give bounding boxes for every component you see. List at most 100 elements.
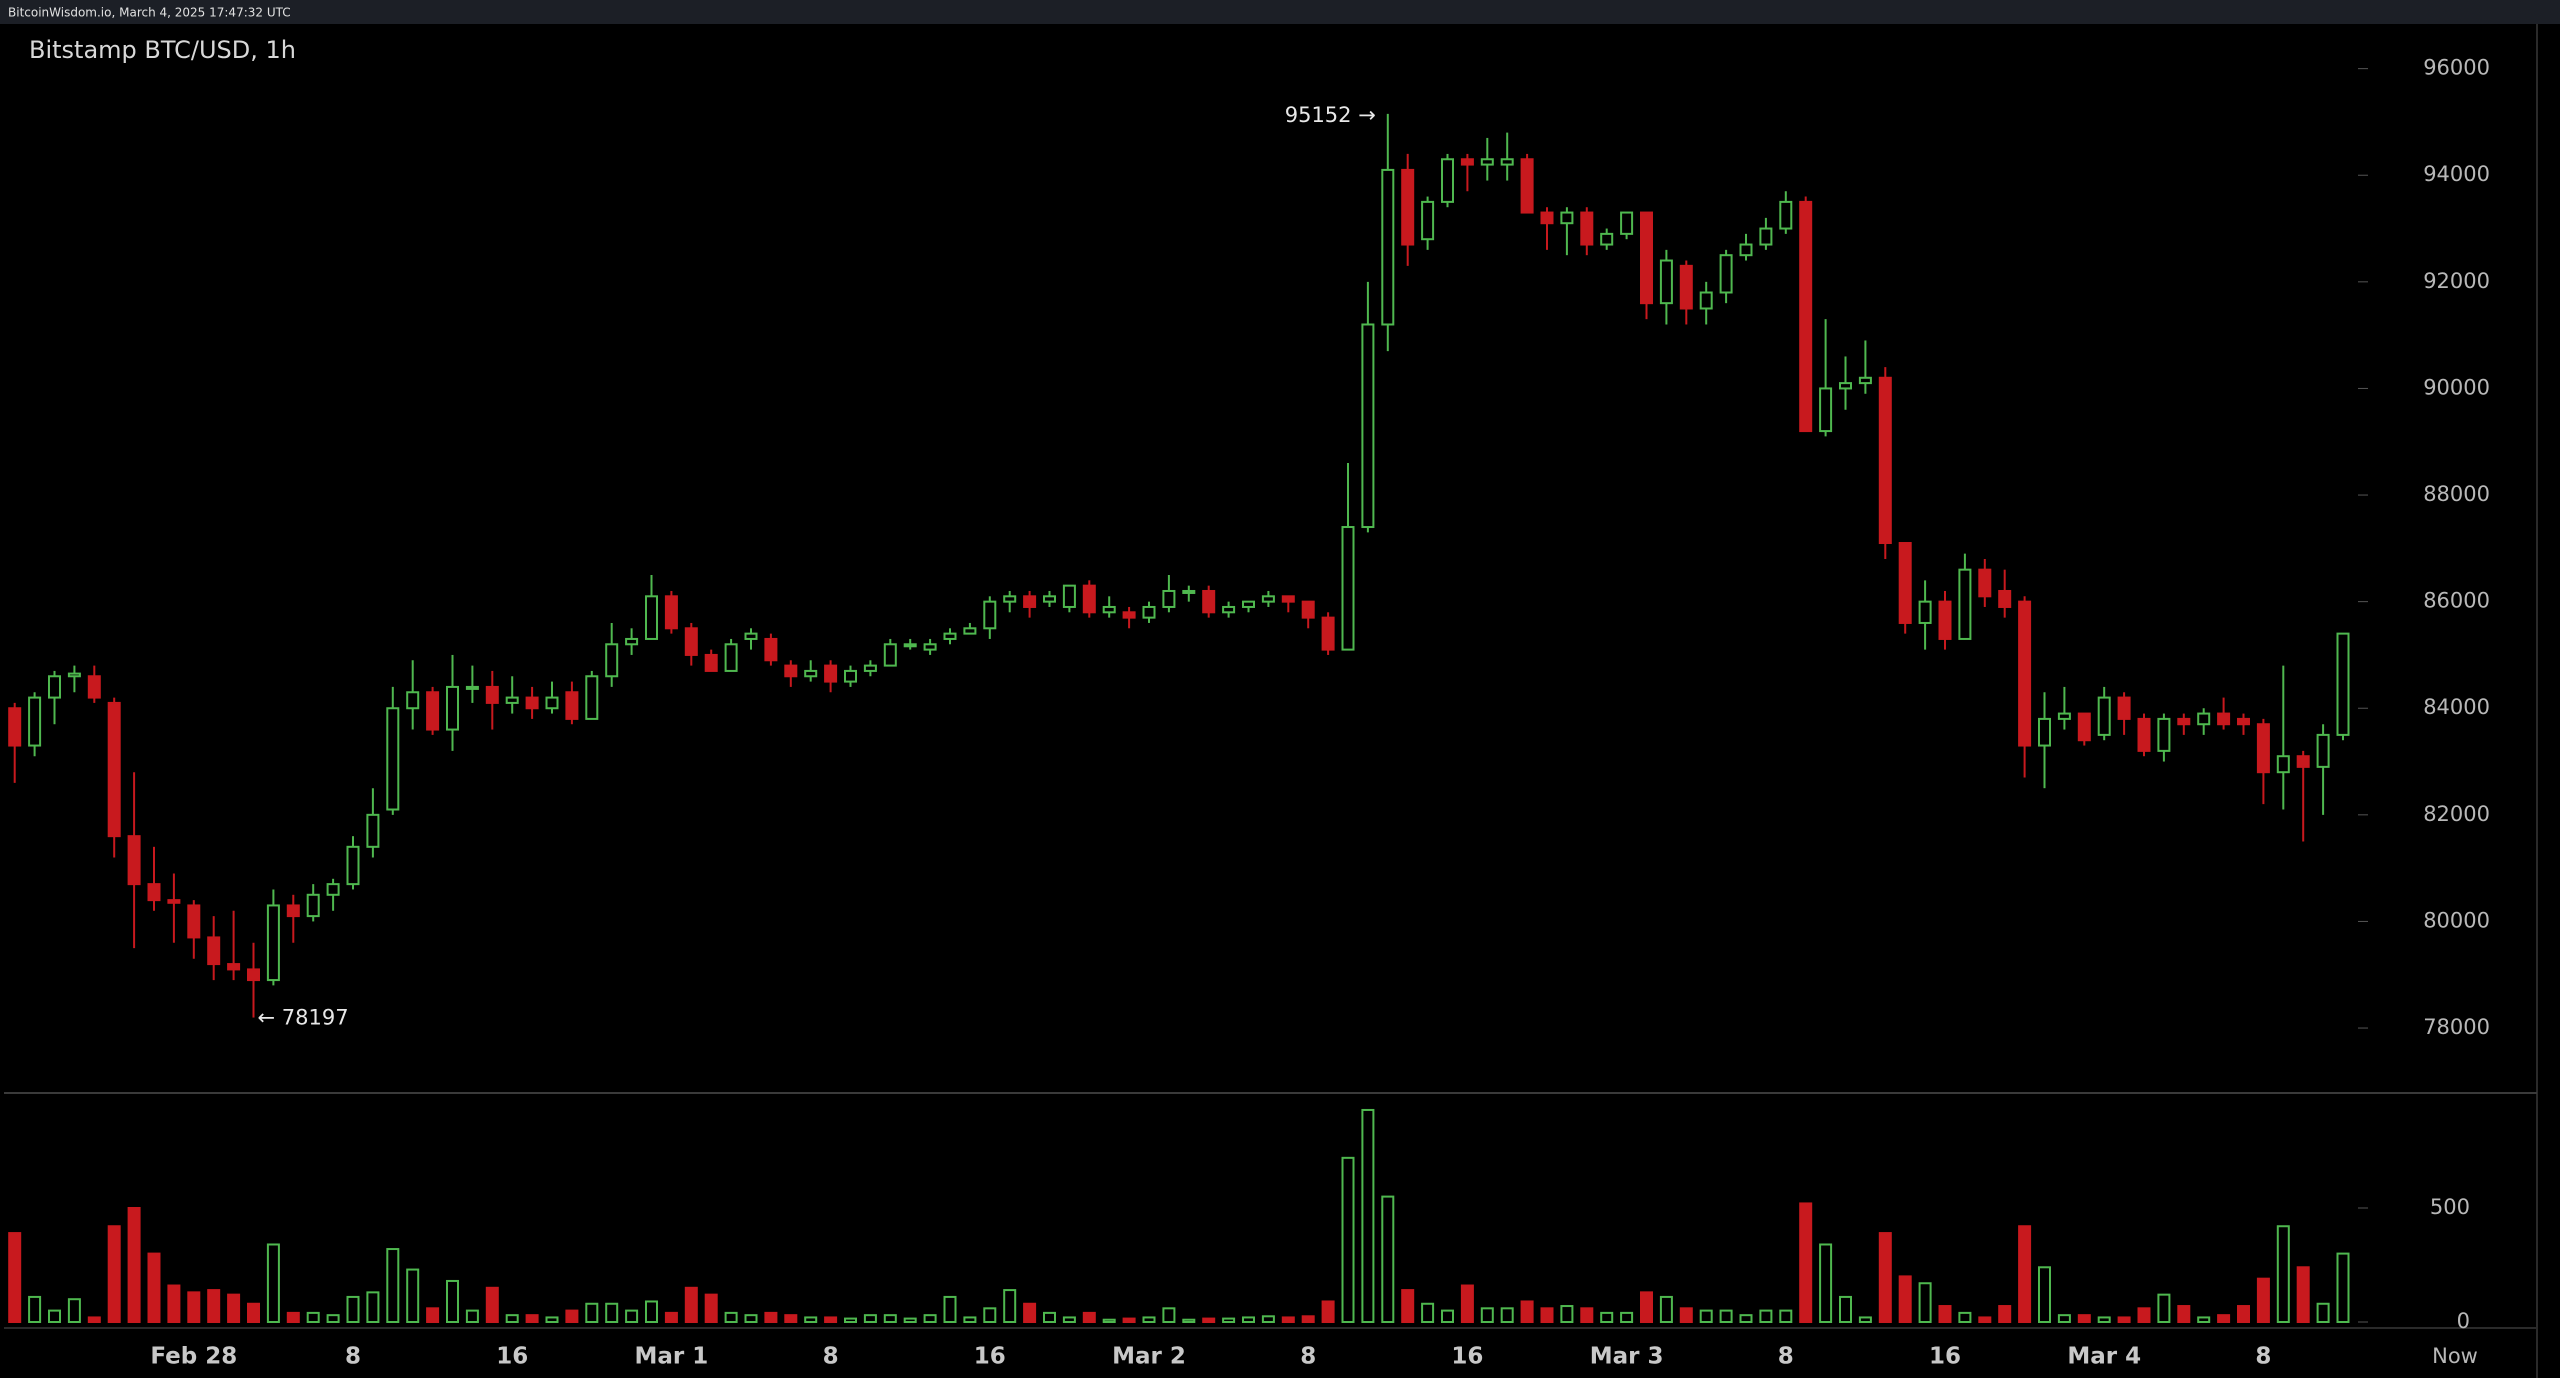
candle-body — [1460, 158, 1474, 166]
candle-body — [585, 675, 599, 720]
volume-bar — [366, 1291, 380, 1323]
y-tick-label: 90000 — [2423, 375, 2490, 399]
volume-bar — [744, 1314, 758, 1324]
candle-body — [266, 904, 280, 982]
candle-body — [645, 595, 658, 640]
volume-bar — [1003, 1289, 1017, 1323]
candle-body — [1799, 200, 1813, 433]
y-tick-label: 84000 — [2423, 695, 2490, 719]
candle-body — [1699, 291, 1713, 310]
candle-body — [1261, 595, 1275, 603]
volume-bar — [1520, 1300, 1534, 1323]
candle-body — [605, 643, 619, 678]
candle-body — [207, 936, 221, 966]
candle-body — [744, 632, 758, 640]
volume-bar — [227, 1293, 241, 1324]
volume-bar — [525, 1314, 539, 1324]
candle-body — [167, 899, 181, 904]
chart-title: Bitstamp BTC/USD, 1h — [29, 36, 296, 64]
x-tick-label: 8 — [1300, 1344, 1316, 1370]
volume-tick-label: 0 — [2457, 1309, 2470, 1333]
volume-bar — [1062, 1316, 1076, 1323]
volume-bar — [2217, 1314, 2231, 1324]
candle-body — [2177, 717, 2191, 726]
volume-bar — [764, 1311, 778, 1324]
candle-body — [664, 595, 678, 630]
candle-body — [346, 845, 360, 886]
volume-bar — [1600, 1311, 1614, 1324]
candle-body — [1421, 200, 1435, 241]
y-tick-label: 82000 — [2423, 802, 2490, 826]
candle-body — [386, 707, 400, 811]
candle-body — [465, 685, 479, 690]
volume-bar — [903, 1317, 917, 1323]
volume-bar — [1620, 1311, 1634, 1324]
candle-body — [804, 669, 818, 678]
volume-bar — [804, 1316, 818, 1323]
volume-bar — [67, 1298, 81, 1323]
candle-body — [227, 963, 241, 971]
candle-body — [2097, 696, 2111, 736]
candle-body — [2256, 723, 2270, 774]
candle-body — [1441, 158, 1454, 203]
candle-body — [1182, 589, 1196, 594]
candle-body — [1938, 600, 1952, 640]
candle-body — [824, 664, 838, 683]
volume-bar — [1679, 1307, 1693, 1323]
candle-body — [1580, 211, 1594, 246]
volume-bar — [48, 1309, 61, 1323]
volume-bar — [1182, 1318, 1196, 1323]
candle-body — [306, 893, 320, 918]
min-annotation: ← 78197 — [258, 1006, 349, 1030]
candle-body — [784, 664, 798, 678]
candle-body — [1958, 568, 1972, 640]
candle-body — [1620, 211, 1634, 235]
now-label: Now — [2432, 1344, 2478, 1368]
volume-bar — [605, 1302, 619, 1324]
candle-body — [426, 691, 440, 731]
candle-body — [1918, 600, 1932, 624]
volume-bar — [1381, 1195, 1395, 1323]
candle-body — [863, 664, 877, 672]
volume-bar — [1301, 1315, 1315, 1324]
max-annotation: 95152 → — [1285, 103, 1376, 127]
volume-bar — [2157, 1293, 2171, 1324]
volume-bar — [1162, 1307, 1176, 1323]
candle-body — [2057, 712, 2071, 720]
volume-bar — [1222, 1317, 1236, 1323]
volume-bar — [2057, 1314, 2071, 1324]
candle-body — [883, 643, 897, 667]
candle-body — [446, 685, 459, 731]
candle-body — [1679, 264, 1693, 310]
volume-bar — [565, 1309, 579, 1323]
candle-body — [1858, 376, 1872, 385]
candle-body — [366, 813, 380, 848]
volume-bar — [306, 1311, 320, 1324]
candle-body — [525, 696, 539, 710]
volume-bar — [1361, 1108, 1375, 1323]
candle-body — [1401, 168, 1415, 246]
volume-bar — [2038, 1266, 2051, 1324]
candle-body — [1122, 611, 1136, 619]
volume-bar — [167, 1284, 181, 1324]
volume-bar — [1480, 1307, 1494, 1323]
candle-body — [406, 691, 420, 710]
candle-body — [565, 691, 579, 720]
volume-bar — [1421, 1302, 1435, 1324]
volume-bar — [326, 1314, 340, 1324]
x-tick-label: 8 — [345, 1344, 361, 1370]
x-tick-label: Mar 1 — [635, 1344, 709, 1370]
volume-bar — [28, 1295, 42, 1324]
candle-body — [2117, 696, 2131, 720]
x-tick-label: Mar 3 — [1590, 1344, 1664, 1370]
volume-bar — [1202, 1317, 1216, 1323]
candle-body — [545, 696, 559, 710]
y-tick-label: 86000 — [2423, 589, 2490, 613]
volume-bar — [1918, 1282, 1932, 1323]
candle-body — [1102, 605, 1116, 614]
volume-bar — [505, 1314, 519, 1324]
volume-bar — [1560, 1305, 1574, 1324]
candle-body — [1162, 589, 1176, 608]
